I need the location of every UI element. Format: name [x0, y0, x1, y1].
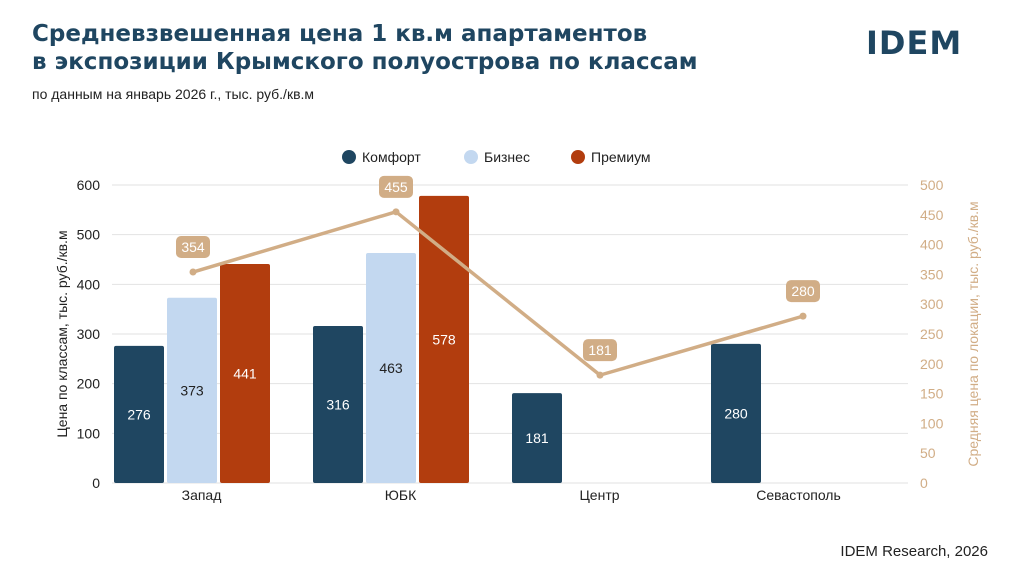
line-label-box	[786, 280, 820, 303]
bar-value-label: 276	[127, 406, 151, 422]
y-tick-label: 500	[77, 227, 101, 243]
y2-tick-label: 450	[920, 207, 944, 223]
data-labels: 276 373 441 316 463 578 181 280 354 455 181 280	[127, 175, 820, 446]
y-tick-label: 300	[77, 326, 101, 342]
average-price-line	[189, 208, 807, 379]
legend-label: Премиум	[591, 149, 651, 165]
bar	[512, 393, 562, 483]
y2-tick-label: 100	[920, 415, 944, 431]
bar-value-label: 441	[233, 365, 257, 381]
legend[interactable]: Комфорт Бизнес Премиум	[342, 149, 651, 165]
line-label-box	[583, 339, 617, 362]
y-tick-label: 0	[92, 475, 100, 491]
bar-value-label: 181	[525, 430, 549, 446]
y-tick-label: 600	[77, 177, 101, 193]
y2-tick-label: 50	[920, 445, 936, 461]
idem-logo: IDEM	[866, 24, 963, 62]
line-value-label: 181	[588, 342, 612, 358]
chart-title: Средневзвешенная цена 1 кв.м апартаменто…	[32, 20, 698, 76]
y2-tick-label: 300	[920, 296, 944, 312]
y2-tick-label: 500	[920, 177, 944, 193]
source-note: IDEM Research, 2026	[840, 543, 988, 560]
y-tick-label: 100	[77, 425, 101, 441]
y2-tick-label: 250	[920, 326, 944, 342]
line-point	[799, 312, 807, 320]
y2-tick-label: 200	[920, 356, 944, 372]
bar	[167, 297, 217, 483]
line-label-box	[379, 175, 413, 198]
legend-label: Бизнес	[484, 149, 530, 165]
line-label-box	[176, 236, 210, 259]
y-tick-label: 200	[77, 376, 101, 392]
y-axis-title: Цена по классам, тыс. руб./кв.м	[54, 230, 70, 437]
x-tick-label: Запад	[182, 487, 222, 503]
bar-value-label: 373	[180, 382, 204, 398]
axes: 0 100 200 300 400 500 600 0 50 100 150 200 250 300 350…	[54, 177, 981, 503]
bar	[313, 326, 363, 483]
y2-axis-title: Средняя цена по локации, тыс. руб./кв.м	[965, 201, 981, 466]
y2-tick-label: 400	[920, 237, 944, 253]
bar-value-label: 316	[326, 397, 350, 413]
title-line-1: Средневзвешенная цена 1 кв.м апартаменто…	[32, 21, 648, 47]
x-tick-label: Центр	[579, 487, 619, 503]
bar	[220, 263, 270, 483]
legend-marker	[342, 150, 356, 164]
bar	[366, 253, 416, 483]
line-value-label: 280	[791, 283, 815, 299]
average-line-path	[192, 210, 804, 377]
line-point	[189, 268, 197, 276]
bar-value-label: 463	[379, 360, 403, 376]
x-tick-label: Севастополь	[756, 487, 841, 503]
y2-tick-label: 0	[920, 475, 928, 491]
line-point	[392, 208, 400, 216]
bars	[114, 195, 761, 483]
bar	[711, 343, 761, 483]
legend-marker	[464, 150, 478, 164]
line-value-label: 455	[384, 179, 408, 195]
y-tick-label: 400	[77, 276, 101, 292]
chart-subtitle: по данным на январь 2026 г., тыс. руб./к…	[32, 86, 315, 102]
y2-tick-label: 350	[920, 266, 944, 282]
legend-marker	[571, 150, 585, 164]
bar-value-label: 280	[724, 405, 748, 421]
x-tick-label: ЮБК	[385, 487, 417, 503]
title-line-2: в экспозиции Крымского полуострова по кл…	[32, 49, 698, 75]
line-value-label: 354	[181, 239, 205, 255]
bar-value-label: 578	[432, 331, 456, 347]
bar	[114, 345, 164, 483]
bar	[419, 195, 469, 483]
y2-tick-label: 150	[920, 386, 944, 402]
line-point	[596, 371, 604, 379]
legend-label: Комфорт	[362, 149, 421, 165]
